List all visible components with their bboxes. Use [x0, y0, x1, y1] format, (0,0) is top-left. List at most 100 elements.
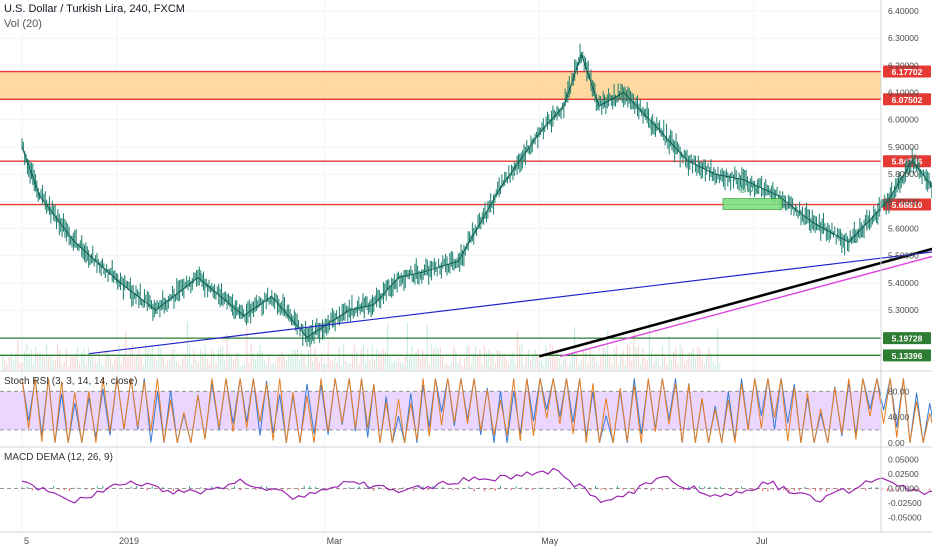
volume-bar — [226, 333, 228, 370]
volume-bar — [367, 348, 369, 370]
volume-bar — [670, 359, 672, 370]
volume-bar — [695, 357, 697, 370]
price-level-label: 5.19728 — [892, 334, 923, 344]
volume-bar — [268, 354, 270, 370]
volume-bar — [310, 344, 312, 370]
volume-bar — [160, 347, 162, 370]
volume-bar — [494, 362, 496, 370]
volume-bar — [567, 365, 569, 370]
volume-bar — [8, 356, 10, 370]
black-trendline[interactable] — [538, 60, 932, 358]
volume-bar — [162, 356, 164, 370]
volume-bar — [217, 349, 219, 370]
resistance-zone[interactable] — [0, 71, 881, 100]
volume-bar — [437, 348, 439, 370]
volume-bar — [461, 365, 463, 370]
volume-bar — [558, 358, 560, 370]
volume-bar — [131, 344, 133, 370]
time-axis-tick-label: 5 — [24, 536, 29, 546]
volume-bar — [37, 352, 39, 370]
volume-bar — [98, 352, 100, 370]
volume-bar — [87, 347, 89, 370]
volume-bar — [54, 360, 56, 370]
volume-bar — [710, 353, 712, 370]
volume-bar — [329, 360, 331, 370]
volume-bar — [602, 345, 604, 370]
volume-bar — [545, 344, 547, 370]
volume-bar — [384, 350, 386, 370]
volume-bar — [472, 353, 474, 370]
volume-bar — [250, 344, 252, 370]
price-series-line — [21, 52, 932, 339]
time-axis-tick-label: May — [541, 536, 559, 546]
volume-bar — [195, 359, 197, 370]
buy-annotation-text: BUY — [740, 185, 761, 196]
price-level-tag — [883, 93, 931, 106]
volume-bar — [142, 364, 144, 370]
buy-zone-box[interactable] — [722, 198, 783, 210]
volume-bar — [585, 346, 587, 370]
volume-bar — [483, 345, 485, 370]
volume-bar — [470, 364, 472, 370]
volume-bar — [615, 344, 617, 370]
volume-bar — [140, 356, 142, 370]
volume-bar — [362, 344, 364, 370]
volume-bar — [125, 330, 127, 370]
volume-bar — [85, 364, 87, 370]
volume-bar — [272, 362, 274, 370]
volume-bar — [186, 321, 188, 370]
price-level-label: 5.13396 — [892, 351, 923, 361]
volume-bar — [648, 320, 650, 370]
volume-bar — [468, 344, 470, 370]
volume-bar — [345, 361, 347, 370]
volume-bar — [290, 355, 292, 370]
volume-bar — [318, 362, 320, 370]
volume-bar — [393, 360, 395, 370]
time-axis-tick-label: 2019 — [119, 536, 139, 546]
volume-bar — [712, 362, 714, 370]
volume-bar — [233, 359, 235, 370]
price-axis-tick-label: 6.10000 — [888, 88, 919, 98]
volume-bar — [523, 365, 525, 370]
volume-bar — [246, 326, 248, 370]
price-axis-tick-label: 6.00000 — [888, 115, 919, 125]
volume-bar — [109, 358, 111, 370]
volume-bar — [675, 348, 677, 370]
blue-trendline[interactable] — [88, 169, 932, 355]
volume-bar — [39, 351, 41, 370]
volume-bar — [235, 353, 237, 370]
stoch-axis-tick-label: 80.00 — [888, 386, 910, 396]
volume-bar — [292, 348, 294, 370]
volume-bar — [378, 350, 380, 370]
macd-line — [21, 467, 932, 504]
volume-bar — [197, 362, 199, 370]
volume-bar — [657, 357, 659, 370]
volume-bar — [395, 362, 397, 370]
volume-bar — [263, 360, 265, 370]
volume-bar — [512, 352, 514, 370]
volume-bar — [151, 344, 153, 370]
volume-bar — [424, 357, 426, 370]
stoch-d-line — [21, 378, 932, 443]
volume-bar — [338, 346, 340, 370]
volume-bar — [123, 355, 125, 370]
volume-bar — [455, 349, 457, 370]
volume-bar — [637, 345, 639, 370]
volume-bar — [35, 346, 37, 370]
macd-axis-tick-label: 0.00000 — [888, 484, 919, 494]
volume-bar — [589, 347, 591, 370]
volume-bar — [259, 345, 261, 370]
volume-bar — [387, 323, 389, 370]
volume-bar — [19, 363, 21, 370]
volume-bar — [525, 355, 527, 370]
magenta-trendline[interactable] — [560, 71, 932, 358]
volume-bar — [532, 355, 534, 370]
price-axis-tick-label: 5.40000 — [888, 278, 919, 288]
volume-bar — [591, 355, 593, 370]
volume-bar — [261, 351, 263, 370]
volume-bar — [510, 357, 512, 370]
volume-bar — [635, 347, 637, 370]
volume-bar — [65, 349, 67, 370]
